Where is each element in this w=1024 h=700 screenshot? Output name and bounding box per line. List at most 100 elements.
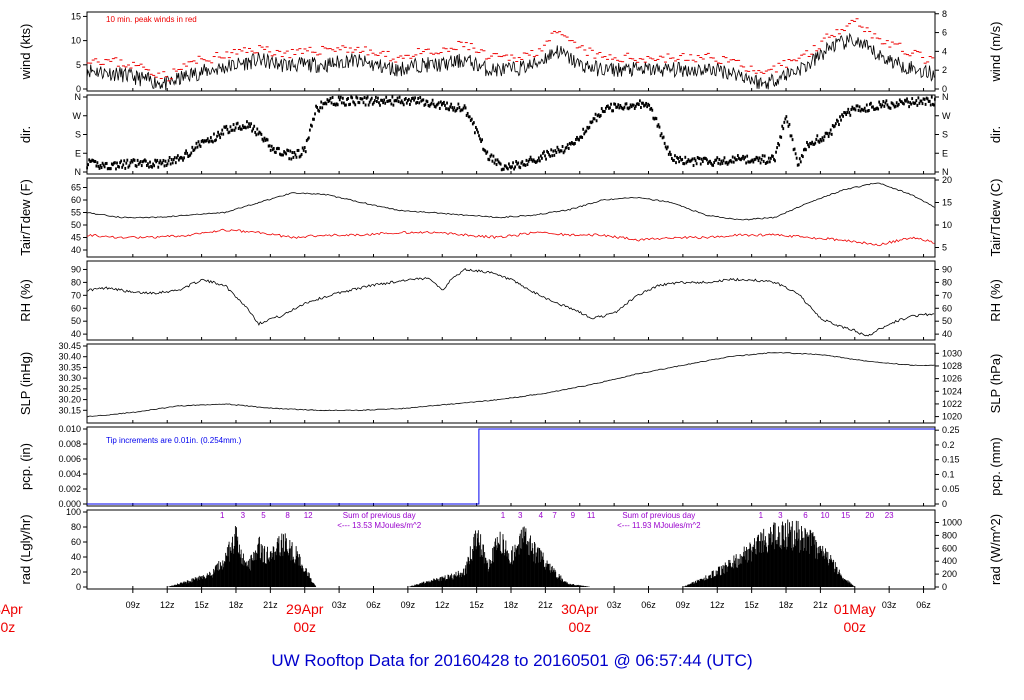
direction-mark: [327, 99, 330, 103]
direction-mark: [362, 101, 365, 105]
direction-mark: [439, 100, 442, 104]
rad-hour-label: 20: [865, 511, 874, 520]
direction-mark: [591, 120, 594, 124]
direction-mark: [842, 114, 844, 118]
direction-mark: [569, 142, 572, 146]
direction-mark: [453, 106, 456, 110]
direction-mark: [165, 163, 168, 167]
direction-mark: [188, 154, 191, 158]
direction-mark: [892, 103, 895, 107]
direction-mark: [895, 101, 898, 105]
direction-mark: [784, 117, 787, 121]
direction-mark: [121, 165, 124, 169]
direction-mark: [388, 99, 391, 103]
rad-hour-label: 3: [778, 511, 783, 520]
direction-mark: [192, 148, 195, 152]
direction-mark: [194, 146, 197, 150]
direction-mark: [637, 103, 640, 107]
direction-mark: [600, 107, 603, 111]
direction-mark: [515, 160, 518, 164]
direction-mark: [139, 160, 142, 164]
direction-mark: [193, 148, 196, 152]
direction-mark: [858, 105, 861, 109]
y-tick-label-left: 30.15: [58, 405, 81, 415]
direction-mark: [612, 109, 614, 113]
direction-mark: [755, 155, 758, 159]
direction-mark: [293, 151, 296, 155]
direction-mark: [151, 165, 153, 169]
direction-mark: [685, 161, 688, 165]
y-tick-label-right: 0.2: [942, 440, 955, 450]
direction-mark: [87, 163, 90, 167]
direction-mark: [301, 146, 304, 150]
direction-mark: [559, 149, 562, 153]
direction-mark: [231, 128, 234, 132]
direction-mark: [204, 139, 207, 143]
direction-mark: [734, 158, 737, 162]
direction-mark: [442, 101, 444, 105]
y-tick-label-right: 50: [942, 316, 952, 326]
direction-mark: [909, 101, 912, 105]
direction-mark: [91, 158, 94, 162]
direction-mark: [891, 102, 894, 106]
direction-mark: [715, 158, 718, 162]
direction-mark: [137, 162, 140, 166]
direction-mark: [619, 104, 622, 108]
direction-mark: [606, 104, 608, 108]
y-tick-label-left: 40: [71, 552, 81, 562]
direction-mark: [580, 135, 583, 139]
direction-mark: [788, 122, 791, 126]
direction-mark: [678, 160, 680, 164]
direction-mark: [306, 137, 309, 141]
y-tick-label-right: 0: [942, 499, 947, 509]
direction-mark: [512, 161, 514, 165]
x-tick-label: 12z: [160, 600, 175, 610]
direction-mark: [799, 160, 802, 164]
direction-mark: [98, 166, 101, 170]
direction-mark: [516, 162, 519, 166]
y-tick-label-right: 1028: [942, 361, 962, 371]
direction-mark: [354, 103, 357, 107]
direction-mark: [905, 99, 907, 103]
direction-mark: [212, 140, 214, 144]
direction-mark: [345, 103, 347, 107]
direction-mark: [215, 138, 217, 142]
direction-mark: [778, 143, 781, 147]
direction-mark: [835, 118, 838, 122]
direction-mark: [908, 105, 910, 109]
direction-mark: [155, 160, 158, 164]
direction-mark: [219, 136, 222, 140]
direction-mark: [364, 103, 367, 107]
direction-mark: [182, 158, 184, 162]
rad-hour-label: 1: [220, 511, 225, 520]
direction-mark: [189, 153, 192, 157]
direction-mark: [563, 149, 566, 153]
direction-mark: [575, 138, 577, 142]
direction-mark: [823, 135, 826, 139]
direction-mark: [398, 95, 401, 99]
direction-mark: [411, 96, 413, 100]
direction-mark: [736, 154, 739, 158]
direction-mark: [751, 158, 754, 162]
direction-mark: [701, 160, 704, 164]
direction-mark: [506, 167, 509, 171]
direction-mark: [262, 139, 265, 143]
direction-mark: [190, 151, 193, 155]
direction-mark: [440, 103, 443, 107]
direction-mark: [494, 158, 497, 162]
direction-mark: [511, 165, 513, 169]
direction-mark: [284, 151, 287, 155]
direction-mark: [868, 102, 871, 106]
direction-mark: [200, 139, 203, 143]
direction-mark: [446, 101, 448, 105]
direction-mark: [230, 128, 233, 132]
direction-mark: [809, 141, 811, 145]
panel-temp: 40 45 50 55 60 65 5 10 15 20 Tair/Tdew (F) Tair/Tde…: [18, 175, 1003, 258]
direction-mark: [768, 160, 771, 164]
direction-mark: [647, 102, 650, 106]
direction-mark: [661, 136, 664, 140]
y-tick-label-right: 2: [942, 65, 947, 75]
direction-mark: [729, 159, 732, 163]
direction-mark: [226, 127, 229, 131]
direction-mark: [625, 102, 628, 106]
